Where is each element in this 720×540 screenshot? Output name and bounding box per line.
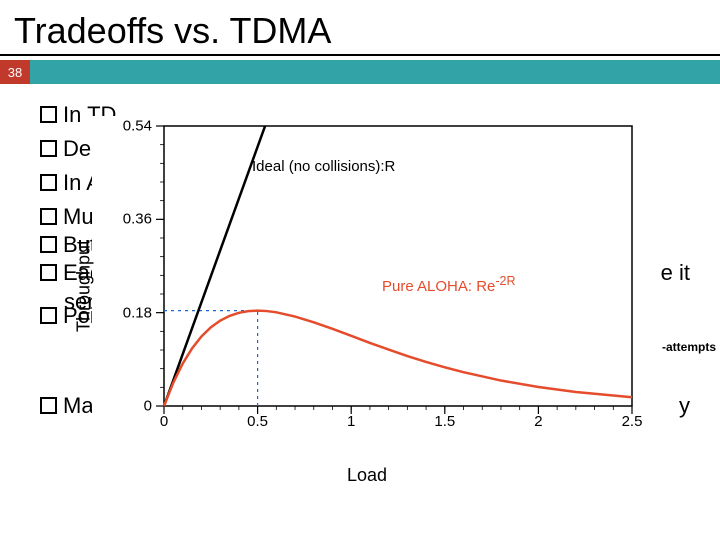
bullet-9b: y (679, 389, 690, 423)
x-tick: 0.5 (247, 413, 268, 430)
y-tick: 0.18 (112, 304, 152, 321)
x-tick: 0 (160, 413, 168, 430)
bullet-6b: e it (661, 256, 690, 290)
ideal-series-label: Ideal (no collisions):R (252, 158, 395, 175)
x-tick: 2.5 (622, 413, 643, 430)
title-underline (0, 54, 720, 56)
x-tick: 2 (534, 413, 542, 430)
aloha-series-label: Pure ALOHA: Re-2R (382, 274, 516, 295)
x-axis-label: Load (347, 465, 387, 486)
y-tick: 0.54 (112, 118, 152, 135)
x-tick: 1.5 (434, 413, 455, 430)
throughput-chart: Throughput Load 00.180.360.54 00.511.522… (92, 116, 642, 456)
y-axis-label: Throughput (74, 240, 95, 332)
x-tick: 1 (347, 413, 355, 430)
y-tick: 0.36 (112, 211, 152, 228)
slide-title: Tradeoffs vs. TDMA (0, 0, 720, 54)
attempts-text: -attempts (662, 340, 716, 354)
y-tick: 0 (112, 398, 152, 415)
slide-number-badge: 38 (0, 60, 30, 84)
badge-row: 38 (0, 60, 720, 84)
